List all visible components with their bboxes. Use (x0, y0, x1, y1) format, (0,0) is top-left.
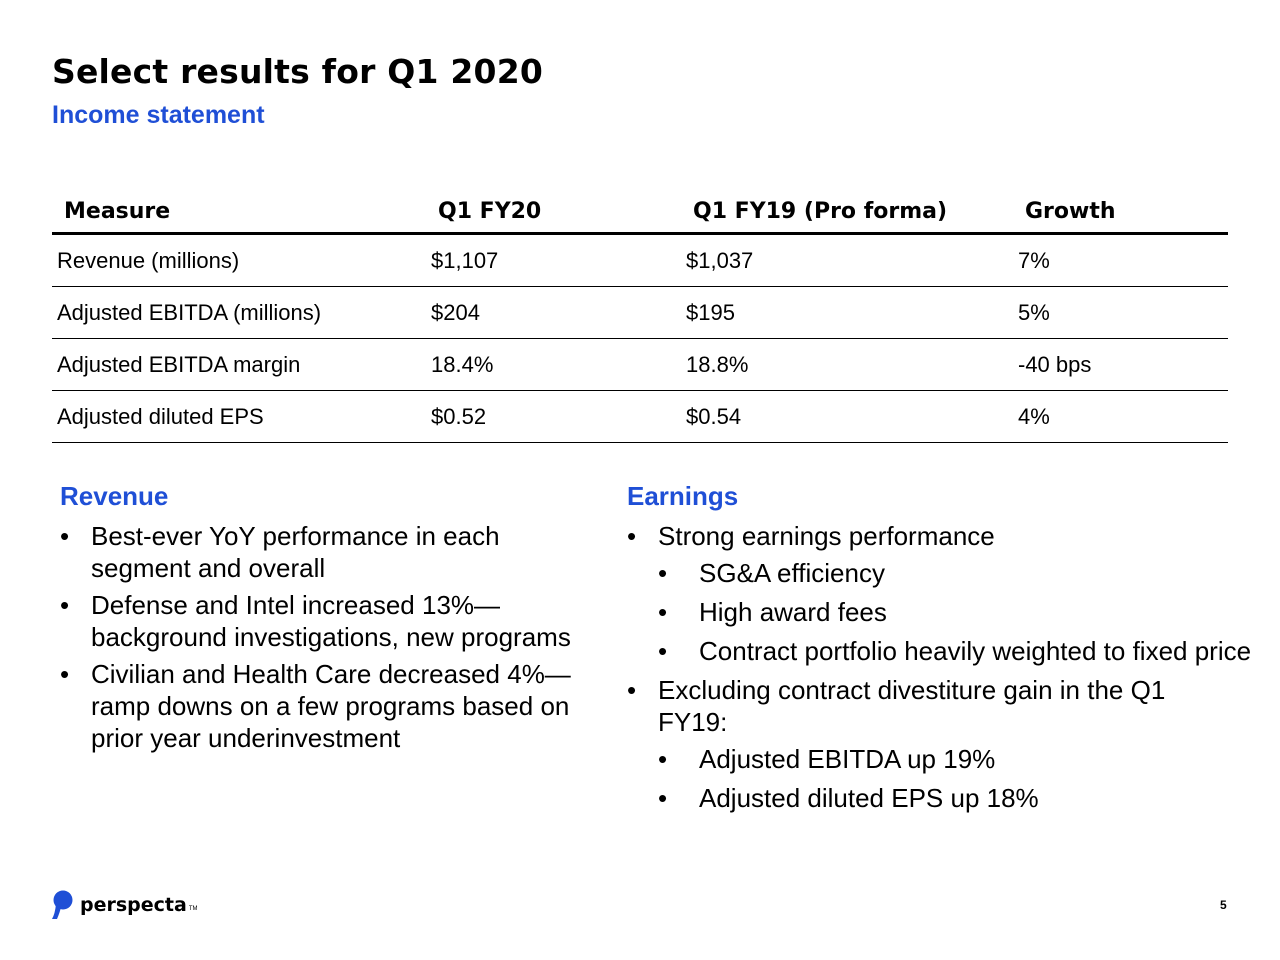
header-growth: Growth (1013, 190, 1228, 235)
list-item: Adjusted diluted EPS up 18% (658, 782, 1258, 814)
earnings-heading: Earnings (627, 481, 739, 511)
list-item: Strong earnings performance (627, 520, 1227, 552)
cell-growth: 5% (1013, 286, 1228, 339)
earnings-sub-bullets: SG&A efficiency High award fees Contract… (627, 557, 1251, 667)
earnings-bullets-2: Excluding contract divestiture gain in t… (627, 674, 1227, 738)
revenue-bullets: Best-ever YoY performance in each segmen… (60, 520, 580, 754)
cell-q1-fy19: $1,037 (681, 233, 1013, 287)
cell-q1-fy19: 18.8% (681, 338, 1013, 391)
list-item: Excluding contract divestiture gain in t… (627, 674, 1227, 738)
cell-q1-fy20: $0.52 (426, 390, 681, 443)
earnings-section: Earnings Strong earnings performance SG&… (627, 481, 1251, 821)
page-subtitle: Income statement (52, 101, 265, 129)
earnings-sub-bullets-2: Adjusted EBITDA up 19% Adjusted diluted … (627, 743, 1227, 814)
cell-q1-fy20: 18.4% (426, 338, 681, 391)
table-header-row: Measure Q1 FY20 Q1 FY19 (Pro forma) Grow… (52, 190, 1228, 235)
revenue-heading: Revenue (60, 481, 169, 511)
revenue-section: Revenue Best-ever YoY performance in eac… (60, 481, 580, 759)
perspecta-logo: perspecta TM (50, 890, 198, 920)
page-number: 5 (1220, 898, 1227, 912)
cell-measure: Adjusted EBITDA (millions) (52, 286, 426, 339)
list-item: SG&A efficiency (658, 557, 1258, 589)
cell-measure: Adjusted EBITDA margin (52, 338, 426, 391)
table-row: Revenue (millions) $1,107 $1,037 7% (52, 233, 1228, 287)
page-title: Select results for Q1 2020 (52, 52, 544, 91)
cell-measure: Revenue (millions) (52, 233, 426, 287)
header-q1-fy19: Q1 FY19 (Pro forma) (681, 190, 1013, 235)
list-item: Civilian and Health Care decreased 4%—ra… (60, 658, 580, 754)
trademark: TM (188, 906, 198, 912)
cell-measure: Adjusted diluted EPS (52, 390, 426, 443)
table-row: Adjusted EBITDA (millions) $204 $195 5% (52, 286, 1228, 339)
cell-q1-fy19: $0.54 (681, 390, 1013, 443)
cell-q1-fy19: $195 (681, 286, 1013, 339)
perspecta-logo-icon (52, 890, 73, 919)
table-row: Adjusted EBITDA margin 18.4% 18.8% -40 b… (52, 338, 1228, 391)
cell-q1-fy20: $1,107 (426, 233, 681, 287)
header-measure: Measure (52, 190, 426, 235)
list-item: Defense and Intel increased 13%—backgrou… (60, 589, 580, 653)
earnings-bullets: Strong earnings performance (627, 520, 1227, 552)
logo-text: perspecta (80, 894, 187, 916)
list-item: High award fees (658, 596, 1258, 628)
cell-growth: 4% (1013, 390, 1228, 443)
income-statement-table: Measure Q1 FY20 Q1 FY19 (Pro forma) Grow… (52, 190, 1228, 443)
header-q1-fy20: Q1 FY20 (426, 190, 681, 235)
list-item: Best-ever YoY performance in each segmen… (60, 520, 580, 584)
table-row: Adjusted diluted EPS $0.52 $0.54 4% (52, 390, 1228, 443)
cell-q1-fy20: $204 (426, 286, 681, 339)
cell-growth: -40 bps (1013, 338, 1228, 391)
list-item: Adjusted EBITDA up 19% (658, 743, 1258, 775)
list-item: Contract portfolio heavily weighted to f… (658, 635, 1258, 667)
cell-growth: 7% (1013, 233, 1228, 287)
earnings-bullet-text: Strong earnings performance (658, 521, 995, 551)
